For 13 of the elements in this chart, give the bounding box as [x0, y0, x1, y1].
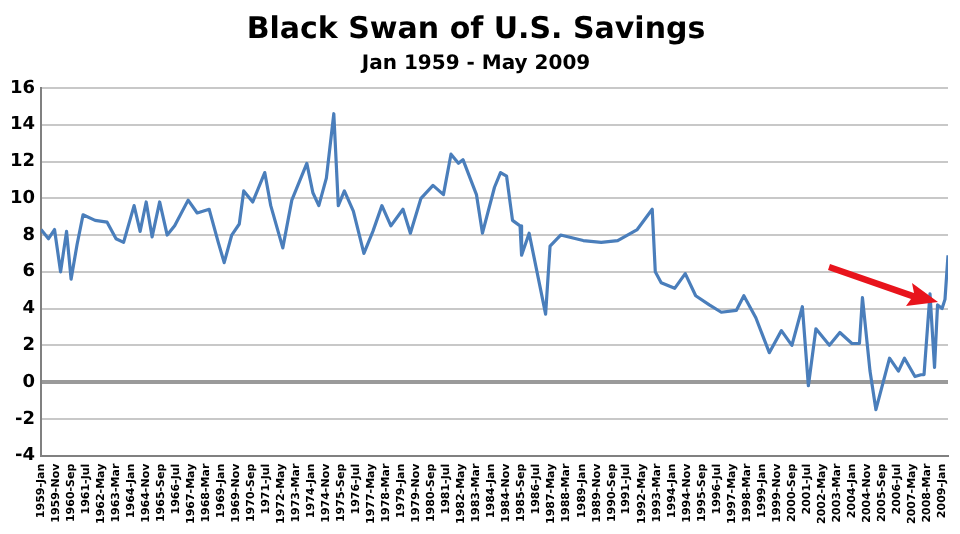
y-tick-label: 8	[22, 225, 36, 246]
y-tick-label: 2	[22, 336, 36, 357]
y-tick-label: 0	[22, 372, 36, 393]
y-tick-label: 6	[22, 262, 36, 283]
chart-title: Black Swan of U.S. Savings	[246, 9, 706, 46]
y-tick-label: 10	[9, 188, 36, 209]
y-tick-label: 16	[9, 78, 36, 99]
chart-subtitle: Jan 1959 - May 2009	[359, 53, 591, 76]
y-tick-label: -4	[15, 446, 36, 467]
y-tick-label: -2	[15, 409, 36, 430]
y-tick-label: 14	[9, 115, 36, 136]
y-tick-label: 4	[22, 299, 36, 320]
y-tick-label: 12	[9, 152, 36, 173]
